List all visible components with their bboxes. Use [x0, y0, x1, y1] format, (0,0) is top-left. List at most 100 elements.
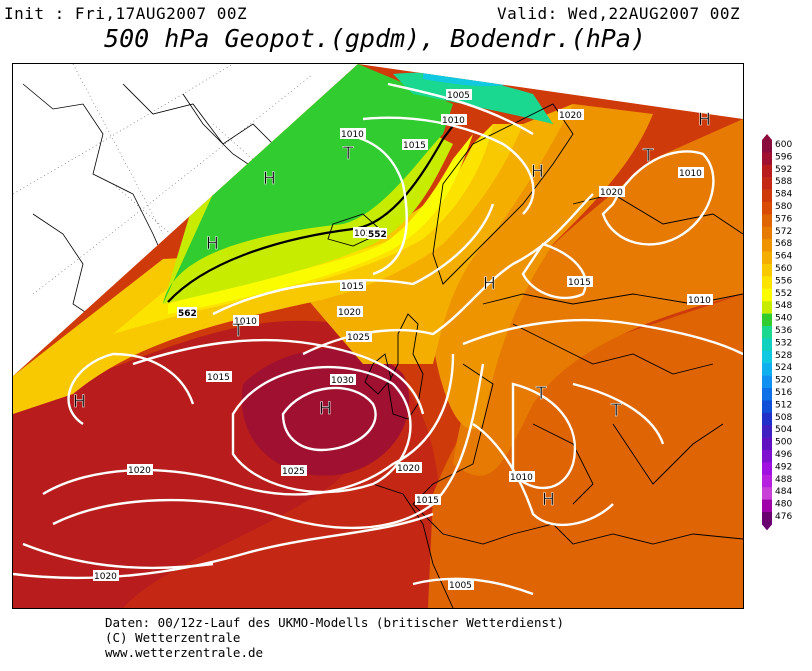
pressure-center-low: T	[232, 321, 244, 341]
legend-swatch	[762, 164, 772, 178]
legend-label: 484	[775, 487, 792, 497]
svg-text:1010: 1010	[679, 169, 702, 179]
pressure-center-low: T	[642, 146, 654, 166]
isobar-label: 1020	[93, 570, 119, 582]
legend-label: 508	[775, 413, 792, 423]
pressure-center-high: H	[319, 399, 332, 419]
footer-website: www.wetterzentrale.de	[105, 645, 264, 660]
field-592-core	[241, 348, 410, 476]
legend-swatch	[762, 226, 772, 240]
legend-labels: 600 596 592 588 584 580 576 572 568 564 560 556 552 5…	[775, 140, 792, 522]
isobar-label: 1010	[353, 227, 379, 239]
isobar-label: 1010	[687, 294, 713, 306]
isobar-label: 1025	[346, 331, 372, 343]
svg-text:552: 552	[368, 230, 387, 240]
legend-swatch	[762, 350, 772, 364]
svg-text:1015: 1015	[341, 282, 364, 292]
legend-label: 520	[775, 376, 792, 386]
legend-label: 588	[775, 177, 792, 187]
svg-text:1025: 1025	[282, 467, 305, 477]
svg-text:1025: 1025	[347, 333, 370, 343]
isobar-label: 1015	[206, 371, 232, 383]
legend-label: 584	[775, 190, 792, 200]
legend-label: 548	[775, 301, 792, 311]
pressure-center-high: H	[542, 490, 555, 510]
svg-text:1020: 1020	[397, 464, 420, 474]
isobar-label: 1020	[127, 464, 153, 476]
legend-label: 536	[775, 326, 792, 336]
color-legend: 600 596 592 588 584 580 576 572 568 564 560 556 552 5…	[762, 134, 792, 531]
legend-label: 492	[775, 462, 792, 472]
legend-swatch	[762, 437, 772, 451]
isobar-label: 1020	[396, 462, 422, 474]
svg-text:1005: 1005	[447, 91, 470, 101]
pressure-center-high: H	[698, 110, 711, 130]
pressure-center-low: T	[342, 144, 354, 164]
svg-text:1030: 1030	[331, 376, 354, 386]
svg-text:1020: 1020	[94, 572, 117, 582]
isobar-label: 1015	[402, 139, 428, 151]
legend-swatch	[762, 301, 772, 314]
isobar-label: 1020	[337, 306, 363, 318]
legend-swatch	[762, 313, 772, 327]
legend-label: 552	[775, 289, 792, 299]
svg-text:1010: 1010	[234, 317, 257, 327]
pressure-center-high: H	[206, 234, 219, 254]
legend-swatch	[762, 412, 772, 426]
geopot-label: 552	[367, 228, 387, 240]
legend-label: 596	[775, 152, 792, 162]
field-cyan	[393, 72, 553, 124]
pressure-center-low: T	[535, 384, 547, 404]
legend-label: 512	[775, 400, 792, 410]
legend-swatch	[762, 152, 772, 166]
svg-text:1020: 1020	[600, 188, 623, 198]
isobar-label: 1025	[281, 465, 307, 477]
svg-text:1010: 1010	[688, 296, 711, 306]
chart-title: 500 hPa Geopot.(gpdm), Bodendr.(hPa)	[104, 24, 646, 53]
isobar-label: 1015	[415, 494, 441, 506]
legend-swatch	[762, 425, 772, 438]
legend-label: 568	[775, 239, 792, 249]
legend-label: 500	[775, 438, 792, 448]
legend-swatch	[762, 487, 772, 500]
contour-552	[167, 118, 459, 303]
isobar-label: 1010	[441, 114, 467, 126]
svg-text:1015: 1015	[207, 373, 230, 383]
legend-swatch	[762, 338, 772, 352]
legend-swatch	[762, 474, 772, 488]
isobar-labels: 1005 1010 1010 1015 1020 1020 1010 1010 …	[93, 89, 713, 591]
pressure-center-high: H	[483, 274, 496, 294]
pressure-center-low: T	[610, 401, 622, 421]
legend-label: 600	[775, 140, 792, 150]
legend-label: 560	[775, 264, 792, 274]
legend-swatch	[762, 363, 772, 376]
legend-label: 480	[775, 500, 792, 510]
svg-text:1010: 1010	[510, 473, 533, 483]
legend-label: 528	[775, 351, 792, 361]
legend-swatch	[762, 140, 772, 153]
isobar-label: 1010	[233, 315, 259, 327]
svg-text:1015: 1015	[568, 278, 591, 288]
weather-map: 1005 1010 1010 1015 1020 1020 1010 1010 …	[12, 63, 744, 609]
geopotential-labels: 562 552	[177, 228, 387, 319]
isobar-label: 1005	[446, 89, 472, 101]
field-580	[428, 294, 743, 608]
legend-swatch	[762, 499, 772, 513]
legend-label: 564	[775, 252, 792, 262]
legend-swatch	[762, 264, 772, 277]
legend-label: 504	[775, 425, 792, 435]
svg-text:1015: 1015	[403, 141, 426, 151]
legend-label: 580	[775, 202, 792, 212]
legend-arrow-top	[762, 134, 772, 140]
svg-text:562: 562	[178, 309, 197, 319]
svg-text:1010: 1010	[341, 130, 364, 140]
legend-swatch	[762, 276, 772, 290]
valid-time: Valid: Wed,22AUG2007 00Z	[497, 4, 741, 23]
pressure-center-high: H	[73, 392, 86, 412]
legend-swatch	[762, 388, 772, 401]
isobar-label: 1015	[567, 276, 593, 288]
pressure-center-high: H	[263, 169, 276, 189]
legend-label: 476	[775, 512, 792, 522]
svg-text:1020: 1020	[128, 466, 151, 476]
legend-swatch	[762, 512, 772, 525]
